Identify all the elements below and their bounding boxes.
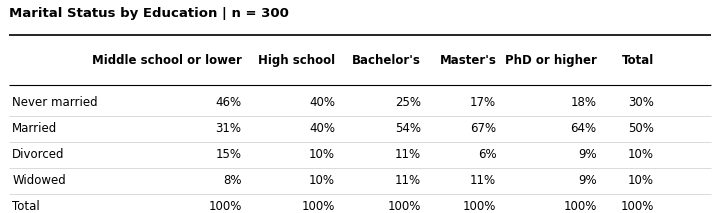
Text: Married: Married xyxy=(12,122,58,135)
Text: 10%: 10% xyxy=(628,148,654,161)
Text: 100%: 100% xyxy=(563,200,597,213)
Text: Master's: Master's xyxy=(439,54,496,67)
Text: 11%: 11% xyxy=(470,174,496,187)
Text: 10%: 10% xyxy=(309,148,335,161)
Text: 40%: 40% xyxy=(309,96,335,109)
Text: PhD or higher: PhD or higher xyxy=(505,54,597,67)
Text: 100%: 100% xyxy=(621,200,654,213)
Text: 8%: 8% xyxy=(223,174,242,187)
Text: 11%: 11% xyxy=(395,174,421,187)
Text: 100%: 100% xyxy=(463,200,496,213)
Text: 9%: 9% xyxy=(578,174,597,187)
Text: 18%: 18% xyxy=(571,96,597,109)
Text: Never married: Never married xyxy=(12,96,98,109)
Text: 25%: 25% xyxy=(395,96,421,109)
Text: 46%: 46% xyxy=(215,96,242,109)
Text: 100%: 100% xyxy=(208,200,242,213)
Text: Widowed: Widowed xyxy=(12,174,66,187)
Text: 17%: 17% xyxy=(470,96,496,109)
Text: 30%: 30% xyxy=(628,96,654,109)
Text: Middle school or lower: Middle school or lower xyxy=(91,54,242,67)
Text: 10%: 10% xyxy=(309,174,335,187)
Text: 31%: 31% xyxy=(216,122,242,135)
Text: 100%: 100% xyxy=(387,200,421,213)
Text: 67%: 67% xyxy=(470,122,496,135)
Text: Total: Total xyxy=(622,54,654,67)
Text: 15%: 15% xyxy=(216,148,242,161)
Text: 11%: 11% xyxy=(395,148,421,161)
Text: 10%: 10% xyxy=(628,174,654,187)
Text: Divorced: Divorced xyxy=(12,148,65,161)
Text: Bachelor's: Bachelor's xyxy=(352,54,421,67)
Text: 50%: 50% xyxy=(628,122,654,135)
Text: High school: High school xyxy=(258,54,335,67)
Text: 54%: 54% xyxy=(395,122,421,135)
Text: 9%: 9% xyxy=(578,148,597,161)
Text: Total: Total xyxy=(12,200,40,213)
Text: 40%: 40% xyxy=(309,122,335,135)
Text: 100%: 100% xyxy=(302,200,335,213)
Text: 64%: 64% xyxy=(570,122,597,135)
Text: 6%: 6% xyxy=(477,148,496,161)
Text: Marital Status by Education | n = 300: Marital Status by Education | n = 300 xyxy=(9,7,289,20)
